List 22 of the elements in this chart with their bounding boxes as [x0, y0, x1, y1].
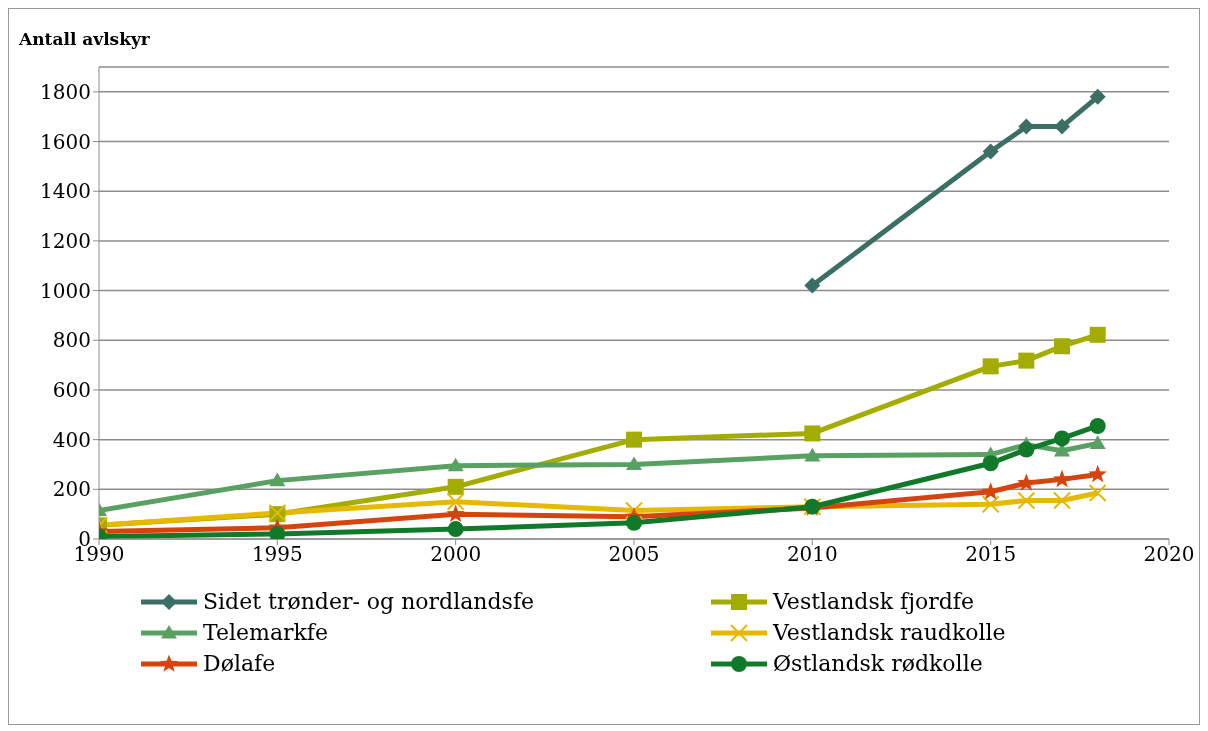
- y-tick-label: 1400: [40, 179, 91, 204]
- x-tick-label: 2010: [786, 542, 838, 567]
- y-tick-label: 400: [52, 427, 91, 452]
- x-tick-label: 1995: [251, 542, 303, 567]
- x-tick-label: 2020: [1143, 542, 1195, 567]
- legend-label: Sidet trønder- og nordlandsfe: [203, 589, 535, 614]
- y-tick-label: 600: [52, 378, 91, 403]
- y-tick-label: 1200: [40, 228, 91, 253]
- y-tick-label: 1000: [40, 278, 91, 303]
- y-tick-label: 1600: [40, 129, 91, 154]
- legend-label: Telemarkfe: [203, 620, 329, 645]
- legend-label: Østlandsk rødkolle: [773, 651, 983, 676]
- x-tick-label: 2000: [430, 542, 482, 567]
- y-axis-title: Antall avlskyr: [19, 29, 150, 49]
- y-tick-label: 800: [52, 328, 91, 353]
- legend-label: Vestlandsk raudkolle: [773, 620, 1006, 645]
- legend-label: Vestlandsk fjordfe: [773, 589, 975, 614]
- x-tick-label: 2005: [608, 542, 660, 567]
- x-tick-label: 2015: [965, 542, 1017, 567]
- y-tick-label: 1800: [40, 79, 91, 104]
- y-tick-label: 200: [52, 477, 91, 502]
- legend-label: Dølafe: [203, 651, 276, 676]
